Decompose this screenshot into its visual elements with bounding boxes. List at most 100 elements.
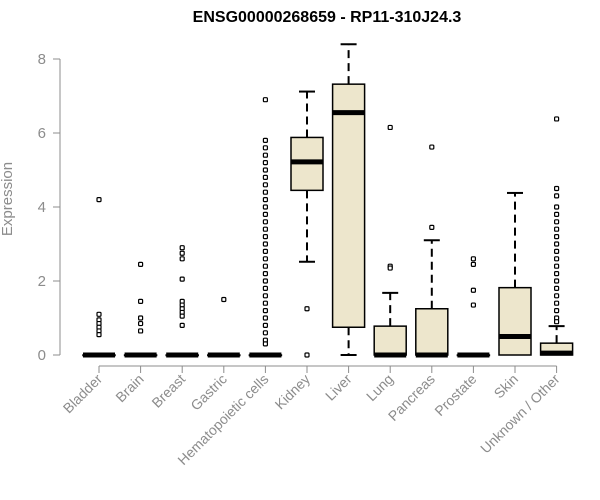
outlier-point [553,293,560,299]
outlier-point [179,322,185,328]
box-iqr [331,83,366,328]
x-tick-label: Brain [112,371,146,405]
outlier-point [262,248,268,254]
outlier-point [179,250,185,256]
outlier-point [262,211,268,217]
outlier-point [470,287,476,293]
x-tick-label: Bladder [60,371,106,417]
outlier-point [262,97,268,103]
outlier-point [553,256,560,262]
outlier-point [429,224,435,230]
outlier-point [553,234,560,240]
outlier-point [138,261,144,267]
x-tick-label: Lung [363,371,396,404]
box-bladder [82,197,116,358]
outlier-point [96,311,102,317]
outlier-point [262,160,268,166]
outlier-point [179,276,185,282]
outlier-point [138,328,144,334]
outlier-point [553,226,560,232]
outlier-point [221,296,227,303]
outlier-point [262,174,268,180]
outlier-point [262,152,268,158]
x-tick-label: Liver [322,371,355,404]
box-pancreas [415,144,449,358]
outlier-point [262,330,268,336]
box-lung [373,124,407,358]
outlier-point [262,271,268,277]
box-series [82,43,574,358]
y-tick-label: 2 [38,273,46,290]
box-prostate [456,256,491,358]
outlier-point [262,263,268,269]
box-iqr [373,325,407,356]
outlier-point [262,293,268,299]
outlier-point [262,308,268,314]
outlier-point [262,145,268,151]
outlier-point [553,116,560,122]
outlier-point [262,189,268,195]
outlier-point [138,298,144,304]
outlier-point [553,193,560,199]
outlier-point [387,124,393,131]
outlier-point [553,300,560,306]
outlier-point [96,332,102,338]
outlier-point [262,182,268,188]
box-iqr [415,308,449,356]
x-tick-label: Breast [148,371,188,411]
outlier-point [553,248,560,254]
y-tick-label: 4 [38,199,46,216]
outlier-point [262,137,268,143]
outlier-point [96,197,102,203]
outlier-point [179,313,185,319]
outlier-point [138,320,144,327]
y-axis-label: Expression [0,162,16,236]
outlier-point [262,341,268,347]
outlier-point [262,256,268,262]
box-gastric [207,296,241,358]
outlier-point [470,302,476,308]
outlier-point [553,241,560,247]
outlier-point [553,271,560,277]
outlier-point [262,204,268,210]
y-axis: 0 2 4 6 8 [38,51,61,364]
x-tick-label: Kidney [272,371,314,413]
outlier-point [553,285,560,291]
x-tick-label: Skin [491,371,522,402]
outlier-point [553,219,560,225]
outlier-point [262,322,268,328]
outlier-point [304,352,310,358]
outlier-point [470,256,476,262]
outlier-point [470,261,476,267]
box-hematopoietic-cells [248,97,283,358]
x-tick-label: Prostate [431,371,479,419]
outlier-point [262,285,268,291]
outlier-point [262,300,268,306]
box-unknown-other [539,116,574,356]
outlier-point [262,197,268,203]
outlier-point [387,265,393,271]
x-tick-label: Unknown / Other [477,371,563,457]
outlier-point [553,263,560,269]
box-iqr [498,286,532,356]
box-breast [165,245,199,358]
outlier-point [262,234,268,240]
chart-title: ENSG00000268659 - RP11-310J24.3 [193,9,462,26]
outlier-point [553,185,560,192]
outlier-point [553,319,560,325]
y-tick-label: 8 [38,51,46,68]
box-liver [331,43,366,356]
outlier-point [262,226,268,232]
outlier-point [262,167,268,173]
outlier-point [262,315,268,321]
box-skin [498,191,532,356]
outlier-point [553,211,560,217]
box-brain [123,261,158,358]
outlier-point [179,256,185,262]
outlier-point [553,308,560,314]
outlier-point [262,219,268,225]
outlier-point [262,241,268,247]
outlier-point [553,204,560,210]
